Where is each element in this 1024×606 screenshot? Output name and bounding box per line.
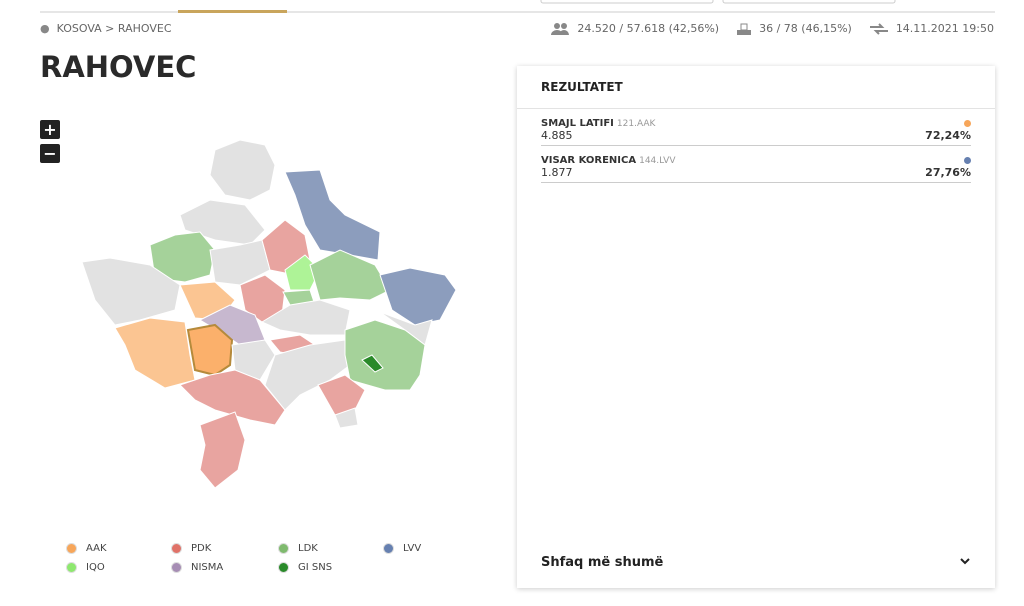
map xyxy=(81,139,457,489)
results-panel: REZULTATET SMAJL LATIFI 121.AAK 4.885 72,24… xyxy=(517,66,995,588)
region[interactable] xyxy=(81,257,181,326)
candidate-votes: 1.877 xyxy=(541,166,573,179)
show-more-label: Shfaq më shumë xyxy=(541,555,664,570)
legend-dot xyxy=(278,562,289,573)
legend-item[interactable]: LVV xyxy=(383,543,483,554)
region[interactable] xyxy=(379,311,433,346)
legend-dot xyxy=(66,562,77,573)
candidate-row: 4.885 72,24% xyxy=(541,129,971,142)
candidate-votes: 4.885 xyxy=(541,129,573,142)
legend-label: NISMA xyxy=(191,562,224,573)
legend-item[interactable]: GI SNS xyxy=(278,562,383,573)
zoom-in[interactable]: + xyxy=(40,120,60,139)
region[interactable] xyxy=(334,407,359,429)
candidate-dot xyxy=(964,120,971,127)
candidate[interactable]: SMAJL LATIFI 121.AAK 4.885 72,24% xyxy=(541,109,971,146)
legend-item[interactable]: NISMA xyxy=(171,562,278,573)
zoom-out[interactable]: − xyxy=(40,144,60,163)
legend-dot xyxy=(278,543,289,554)
candidate-code: 144.LVV xyxy=(639,156,676,166)
region[interactable] xyxy=(179,369,286,426)
region[interactable] xyxy=(114,317,196,389)
panel-title: REZULTATET xyxy=(517,66,995,109)
legend-dot xyxy=(171,543,182,554)
legend-label: IQO xyxy=(86,562,105,573)
updated: 14.11.2021 19:50 xyxy=(895,22,994,35)
turnout: 24.520 / 57.618 (42,56%) xyxy=(577,22,720,35)
region[interactable] xyxy=(231,339,276,381)
legend-item[interactable]: AAK xyxy=(66,543,171,554)
legend-label: LDK xyxy=(298,543,318,554)
breadcrumb-item[interactable]: KOSOVA xyxy=(56,22,102,35)
legend-label: LVV xyxy=(403,543,422,554)
legend-label: PDK xyxy=(191,543,212,554)
candidate[interactable]: VISAR KORENICA 144.LVV 1.877 27,76% xyxy=(541,146,971,183)
legend-item[interactable]: IQO xyxy=(66,562,171,573)
region[interactable] xyxy=(209,139,276,201)
region[interactable] xyxy=(264,339,351,411)
legend: AAK PDK LDK LVV IQO NISMA GI SNS xyxy=(66,543,483,573)
region[interactable] xyxy=(199,411,246,489)
region[interactable] xyxy=(284,169,381,261)
region[interactable] xyxy=(317,374,366,416)
region[interactable] xyxy=(186,323,234,377)
candidate-row: 1.877 27,76% xyxy=(541,166,971,179)
candidate-share: 72,24% xyxy=(925,129,971,142)
page-title: RAHOVEC xyxy=(40,50,197,84)
candidate-list: SMAJL LATIFI 121.AAK 4.885 72,24% VISAR KORE… xyxy=(517,109,995,183)
candidate-row: VISAR KORENICA 144.LVV xyxy=(541,155,971,166)
top-bar xyxy=(40,0,995,13)
icon xyxy=(551,22,570,35)
chevron xyxy=(960,558,970,565)
candidate-row: SMAJL LATIFI 121.AAK xyxy=(541,118,971,129)
legend-dot xyxy=(383,543,394,554)
stats: 24.520 / 57.618 (42,56%) 36 / 78 (46,15%… xyxy=(551,22,994,35)
breadcrumb: ● KOSOVA > RAHOVEC xyxy=(40,22,172,35)
candidate-name: VISAR KORENICA 144.LVV xyxy=(541,155,676,166)
candidate-share: 27,76% xyxy=(925,166,971,179)
legend-dot xyxy=(66,543,77,554)
stations: 36 / 78 (46,15%) xyxy=(759,22,852,35)
legend-label: AAK xyxy=(86,543,107,554)
icon xyxy=(737,23,752,35)
candidate-dot xyxy=(964,157,971,164)
region[interactable] xyxy=(361,354,384,373)
legend-label: GI SNS xyxy=(298,562,333,573)
candidate-name: SMAJL LATIFI 121.AAK xyxy=(541,118,656,129)
legend-item[interactable]: PDK xyxy=(171,543,278,554)
icon xyxy=(869,22,888,35)
breadcrumb-item: RAHOVEC xyxy=(117,22,172,35)
region[interactable] xyxy=(260,299,351,336)
region[interactable] xyxy=(309,249,391,301)
region[interactable] xyxy=(344,319,426,391)
legend-item[interactable]: LDK xyxy=(278,543,383,554)
legend-dot xyxy=(171,562,182,573)
region[interactable] xyxy=(379,267,457,326)
show-more[interactable]: Shfaq më shumë xyxy=(541,555,971,570)
candidate-code: 121.AAK xyxy=(616,119,656,129)
